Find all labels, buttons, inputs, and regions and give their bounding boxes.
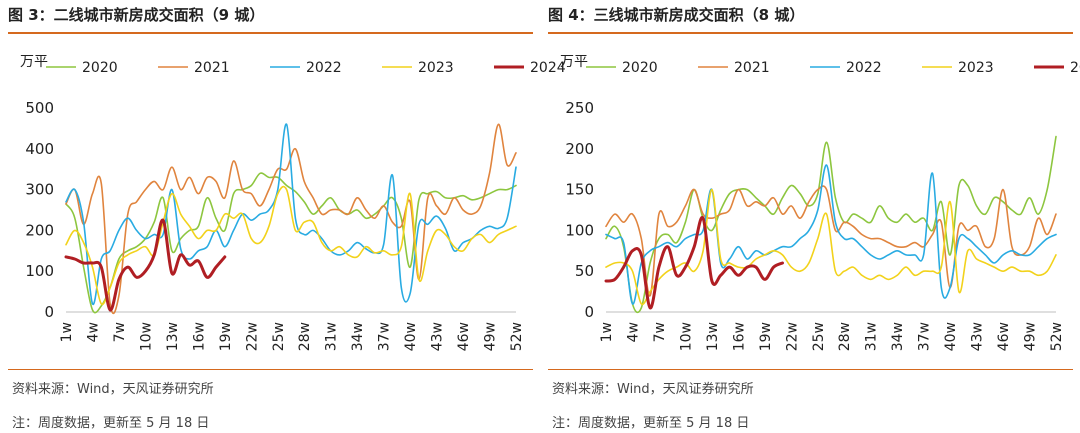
x-tick-label: 40w	[943, 322, 959, 351]
y-tick-label: 0	[584, 303, 594, 321]
x-tick-label: 13w	[705, 322, 721, 351]
y-tick-label: 300	[25, 181, 54, 199]
x-tick-label: 10w	[678, 322, 694, 351]
x-tick-label: 4w	[626, 322, 642, 342]
figure-title: 图 4：三线城市新房成交面积（8 城）	[548, 6, 805, 24]
legend-label-2020: 2020	[622, 60, 658, 76]
series-line-2023	[605, 188, 1057, 306]
legend-label-2022: 2022	[306, 60, 342, 76]
y-axis-unit: 万平	[20, 54, 48, 70]
x-tick-label: 34w	[350, 322, 366, 351]
figure-title: 图 3：二线城市新房成交面积（9 城）	[8, 6, 265, 24]
x-tick-label: 49w	[1023, 322, 1039, 351]
x-tick-label: 46w	[996, 322, 1012, 351]
x-tick-label: 16w	[731, 322, 747, 351]
figure-panel-right: 图 4：三线城市新房成交面积（8 城） 万平 2020 2021 2022 2023 2 0…	[548, 0, 1080, 433]
y-tick-label: 50	[575, 262, 594, 280]
legend-label-2021: 2021	[194, 60, 230, 76]
y-tick-label: 150	[565, 181, 594, 199]
legend-label-2020: 2020	[82, 60, 118, 76]
x-tick-label: 46w	[456, 322, 472, 351]
x-tick-label: 7w	[112, 322, 128, 342]
x-tick-label: 28w	[837, 322, 853, 351]
x-tick-label: 7w	[652, 322, 668, 342]
series-line-2020	[605, 135, 1057, 314]
y-tick-label: 400	[25, 140, 54, 158]
footer-rule	[8, 369, 533, 370]
x-tick-label: 1w	[599, 322, 615, 342]
y-tick-label: 0	[44, 303, 54, 321]
x-tick-label: 16w	[191, 322, 207, 351]
x-tick-label: 1w	[59, 322, 75, 342]
x-tick-label: 19w	[218, 322, 234, 351]
y-tick-label: 200	[565, 140, 594, 158]
x-tick-label: 40w	[403, 322, 419, 351]
legend-label-2024: 2024	[530, 60, 566, 76]
note-text: 注：周度数据，更新至 5 月 18 日	[552, 416, 750, 431]
series-line-2020	[65, 172, 517, 314]
y-tick-label: 250	[565, 99, 594, 117]
x-tick-label: 49w	[483, 322, 499, 351]
footer-rule	[548, 369, 1073, 370]
legend-label-2021: 2021	[734, 60, 770, 76]
x-tick-label: 37w	[377, 322, 393, 351]
x-tick-label: 22w	[784, 322, 800, 351]
source-text: 资料来源：Wind，天风证券研究所	[12, 382, 214, 397]
x-tick-label: 52w	[509, 322, 525, 351]
y-tick-label: 100	[25, 262, 54, 280]
x-tick-label: 43w	[430, 322, 446, 351]
legend-label-2023: 2023	[958, 60, 994, 76]
legend-label-2024: 2024	[1070, 60, 1080, 76]
figure-panel-left: 图 3：二线城市新房成交面积（9 城） 万平 2020 2021 2022 2023 20…	[8, 0, 566, 433]
x-tick-label: 31w	[864, 322, 880, 351]
line-chart-tier2: 万平 2020 2021 2022 2023 2024 0 100 200 300 400 500 1w…	[20, 54, 566, 351]
legend-label-2022: 2022	[846, 60, 882, 76]
y-tick-label: 500	[25, 99, 54, 117]
x-tick-label: 31w	[324, 322, 340, 351]
y-axis-unit: 万平	[560, 54, 588, 70]
series-line-2022	[605, 164, 1057, 305]
y-tick-label: 200	[25, 221, 54, 239]
x-tick-label: 25w	[271, 322, 287, 351]
x-tick-label: 19w	[758, 322, 774, 351]
title-rule	[548, 32, 1073, 34]
series-line-2022	[65, 123, 517, 305]
title-rule	[8, 32, 533, 34]
source-text: 资料来源：Wind，天风证券研究所	[552, 382, 754, 397]
x-tick-label: 37w	[917, 322, 933, 351]
series-line-2024	[64, 218, 227, 312]
series-line-2021	[605, 185, 1057, 297]
x-tick-label: 28w	[297, 322, 313, 351]
x-tick-label: 22w	[244, 322, 260, 351]
x-tick-label: 13w	[165, 322, 181, 351]
x-tick-label: 4w	[86, 322, 102, 342]
note-text: 注：周度数据，更新至 5 月 18 日	[12, 416, 210, 431]
line-chart-tier3: 万平 2020 2021 2022 2023 2024 0 50 100 150 200 250 1w 4…	[560, 54, 1080, 351]
x-tick-label: 25w	[811, 322, 827, 351]
x-tick-label: 34w	[890, 322, 906, 351]
legend: 2020 2021 2022 2023 2024	[586, 60, 1080, 76]
x-tick-label: 10w	[138, 322, 154, 351]
x-tick-label: 43w	[970, 322, 986, 351]
legend: 2020 2021 2022 2023 2024	[46, 60, 566, 76]
series-line-2021	[65, 123, 517, 315]
legend-label-2023: 2023	[418, 60, 454, 76]
series-line-2023	[65, 185, 517, 306]
y-tick-label: 100	[565, 221, 594, 239]
series-line-2024	[604, 215, 784, 310]
x-tick-label: 52w	[1049, 322, 1065, 351]
